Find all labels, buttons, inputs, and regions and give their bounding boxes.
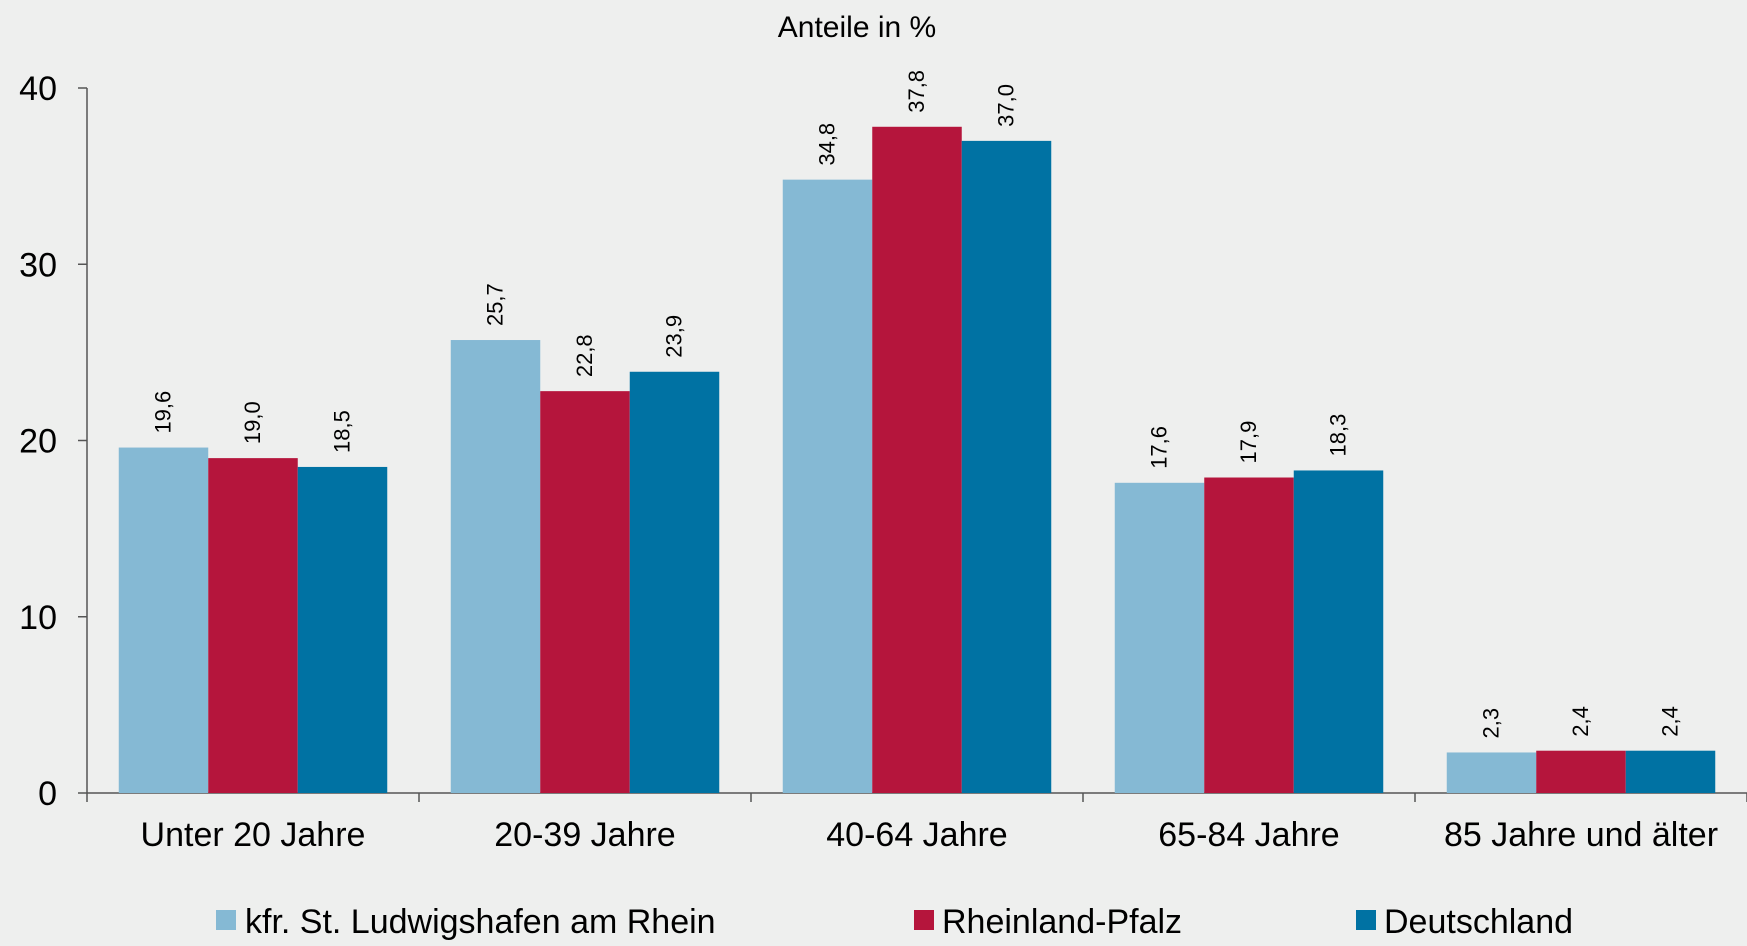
bar	[1446, 752, 1537, 793]
data-label: 2,4	[1568, 706, 1593, 737]
bar	[1114, 482, 1205, 793]
chart-title: Anteile in %	[778, 11, 936, 44]
legend: kfr. St. Ludwigshafen am Rhein Rheinland-…	[216, 903, 1573, 941]
bar	[297, 466, 388, 793]
bar	[118, 447, 209, 793]
bar	[208, 458, 298, 793]
legend-swatch	[914, 910, 934, 930]
data-label: 37,0	[994, 84, 1019, 127]
bar	[1293, 470, 1384, 793]
bar	[629, 371, 720, 793]
bar	[1536, 750, 1626, 793]
legend-item: Rheinland-Pfalz	[914, 903, 1182, 941]
bar	[450, 340, 541, 793]
data-label: 22,8	[572, 334, 597, 377]
bar	[540, 391, 630, 793]
y-tick-label: 40	[19, 70, 57, 108]
data-label: 23,9	[662, 315, 687, 358]
data-label: 19,0	[240, 401, 265, 444]
legend-label: kfr. St. Ludwigshafen am Rhein	[245, 903, 716, 941]
x-tick-label: 20-39 Jahre	[494, 816, 675, 854]
legend-swatch	[216, 910, 236, 930]
data-label: 34,8	[815, 123, 840, 166]
data-label: 18,3	[1326, 414, 1351, 457]
bar	[782, 179, 873, 793]
data-label: 2,3	[1479, 708, 1504, 739]
bar	[1625, 750, 1716, 793]
legend-label: Deutschland	[1384, 903, 1573, 941]
bars	[118, 126, 1716, 793]
y-tick-label: 30	[19, 246, 57, 284]
data-label: 2,4	[1658, 706, 1683, 737]
data-labels: 19,6 25,7 34,8 17,6 2,3 19,0 22,8 37,8 17,9 2,4 18…	[151, 70, 1683, 739]
data-label: 17,9	[1236, 421, 1261, 464]
data-label: 25,7	[483, 283, 508, 326]
legend-label: Rheinland-Pfalz	[942, 903, 1182, 941]
legend-item: Deutschland	[1356, 903, 1573, 941]
y-tick-label: 0	[38, 775, 57, 813]
x-tick-label: 65-84 Jahre	[1158, 816, 1339, 854]
x-tick-label: Unter 20 Jahre	[141, 816, 366, 854]
x-tick-label: 85 Jahre und älter	[1444, 816, 1718, 854]
data-label: 17,6	[1147, 426, 1172, 469]
axes: 0 10 20 30 40 Unter 20 Jahre 20-39 Jahre 40-64 …	[19, 70, 1747, 854]
y-tick-label: 20	[19, 423, 57, 461]
y-tick-label: 10	[19, 599, 57, 637]
legend-item: kfr. St. Ludwigshafen am Rhein	[216, 903, 716, 941]
bar	[961, 140, 1052, 793]
bar	[1204, 477, 1294, 793]
bar	[872, 126, 962, 793]
x-tick-label: 40-64 Jahre	[826, 816, 1007, 854]
data-label: 18,5	[330, 410, 355, 453]
data-label: 19,6	[151, 391, 176, 434]
data-label: 37,8	[904, 70, 929, 113]
legend-swatch	[1356, 910, 1376, 930]
